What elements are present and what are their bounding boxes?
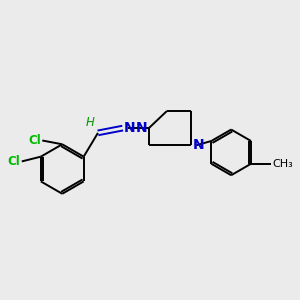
Text: Cl: Cl <box>8 155 20 168</box>
Text: N: N <box>124 121 135 135</box>
Text: N: N <box>193 138 204 152</box>
Text: CH₃: CH₃ <box>272 159 293 169</box>
Text: Cl: Cl <box>28 134 41 147</box>
Text: N: N <box>135 121 147 135</box>
Text: H: H <box>86 116 95 129</box>
